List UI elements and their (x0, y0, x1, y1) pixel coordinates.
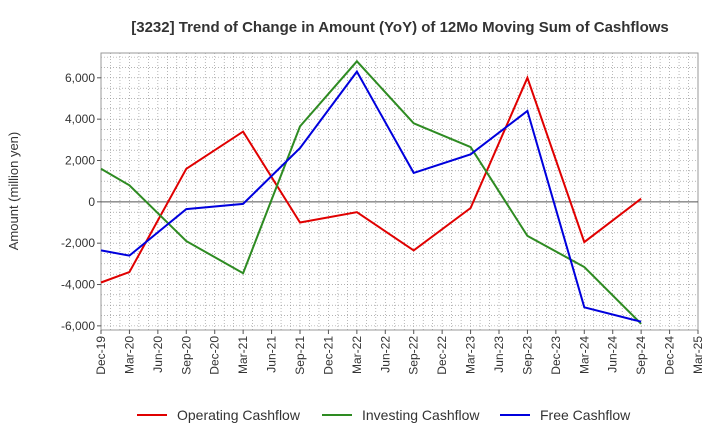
legend-label: Investing Cashflow (362, 407, 480, 423)
x-tick-label: Dec-23 (549, 336, 563, 375)
x-tick-label: Dec-24 (663, 336, 677, 375)
grid (100, 53, 699, 330)
x-tick-label: Mar-24 (577, 336, 591, 374)
x-tick-label: Dec-20 (208, 336, 222, 375)
y-tick-label: -2,000 (61, 236, 95, 250)
x-tick-label: Sep-21 (293, 336, 307, 375)
x-tick-label: Jun-23 (492, 336, 506, 373)
series-line-operating-cashflow (100, 75, 642, 284)
series-line-investing-cashflow (100, 59, 642, 325)
y-tick-label: 6,000 (65, 71, 95, 85)
x-tick-label: Sep-20 (179, 336, 193, 375)
x-tick-label: Jun-22 (378, 336, 392, 373)
plot-frame (100, 52, 699, 331)
x-tick-label: Dec-22 (435, 336, 449, 375)
legend: Operating Cashflow Investing Cashflow Free… (137, 407, 631, 423)
x-tick-label: Sep-24 (634, 336, 648, 375)
x-tick-label: Jun-20 (151, 336, 165, 373)
x-tick-label: Mar-25 (691, 336, 705, 374)
y-axis-label: Amount (million yen) (6, 132, 21, 251)
y-axis-ticks: 6,000 4,000 2,000 0 -2,000 -4,000 -6,000 (61, 71, 101, 333)
legend-label: Operating Cashflow (177, 407, 301, 423)
x-tick-label: Sep-23 (520, 336, 534, 375)
y-tick-label: 0 (88, 195, 95, 209)
series-line-free-cashflow (100, 69, 642, 323)
series-lines (100, 59, 642, 325)
y-tick-label: -4,000 (61, 278, 95, 292)
x-tick-label: Mar-23 (464, 336, 478, 374)
x-axis-ticks: Dec-19 Mar-20 Jun-20 Sep-20 Dec-20 Mar-21 Jun-… (94, 330, 705, 375)
x-tick-label: Mar-20 (122, 336, 136, 374)
x-tick-label: Mar-21 (236, 336, 250, 374)
x-tick-label: Dec-19 (94, 336, 108, 375)
x-tick-label: Mar-22 (350, 336, 364, 374)
x-tick-label: Sep-22 (407, 336, 421, 375)
x-tick-label: Jun-24 (606, 336, 620, 373)
chart-title: [3232] Trend of Change in Amount (YoY) o… (131, 19, 669, 36)
y-tick-label: 4,000 (65, 112, 95, 126)
x-tick-label: Jun-21 (265, 336, 279, 373)
y-tick-label: -6,000 (61, 319, 95, 333)
legend-label: Free Cashflow (540, 407, 631, 423)
y-tick-label: 2,000 (65, 153, 95, 167)
x-tick-label: Dec-21 (321, 336, 335, 375)
